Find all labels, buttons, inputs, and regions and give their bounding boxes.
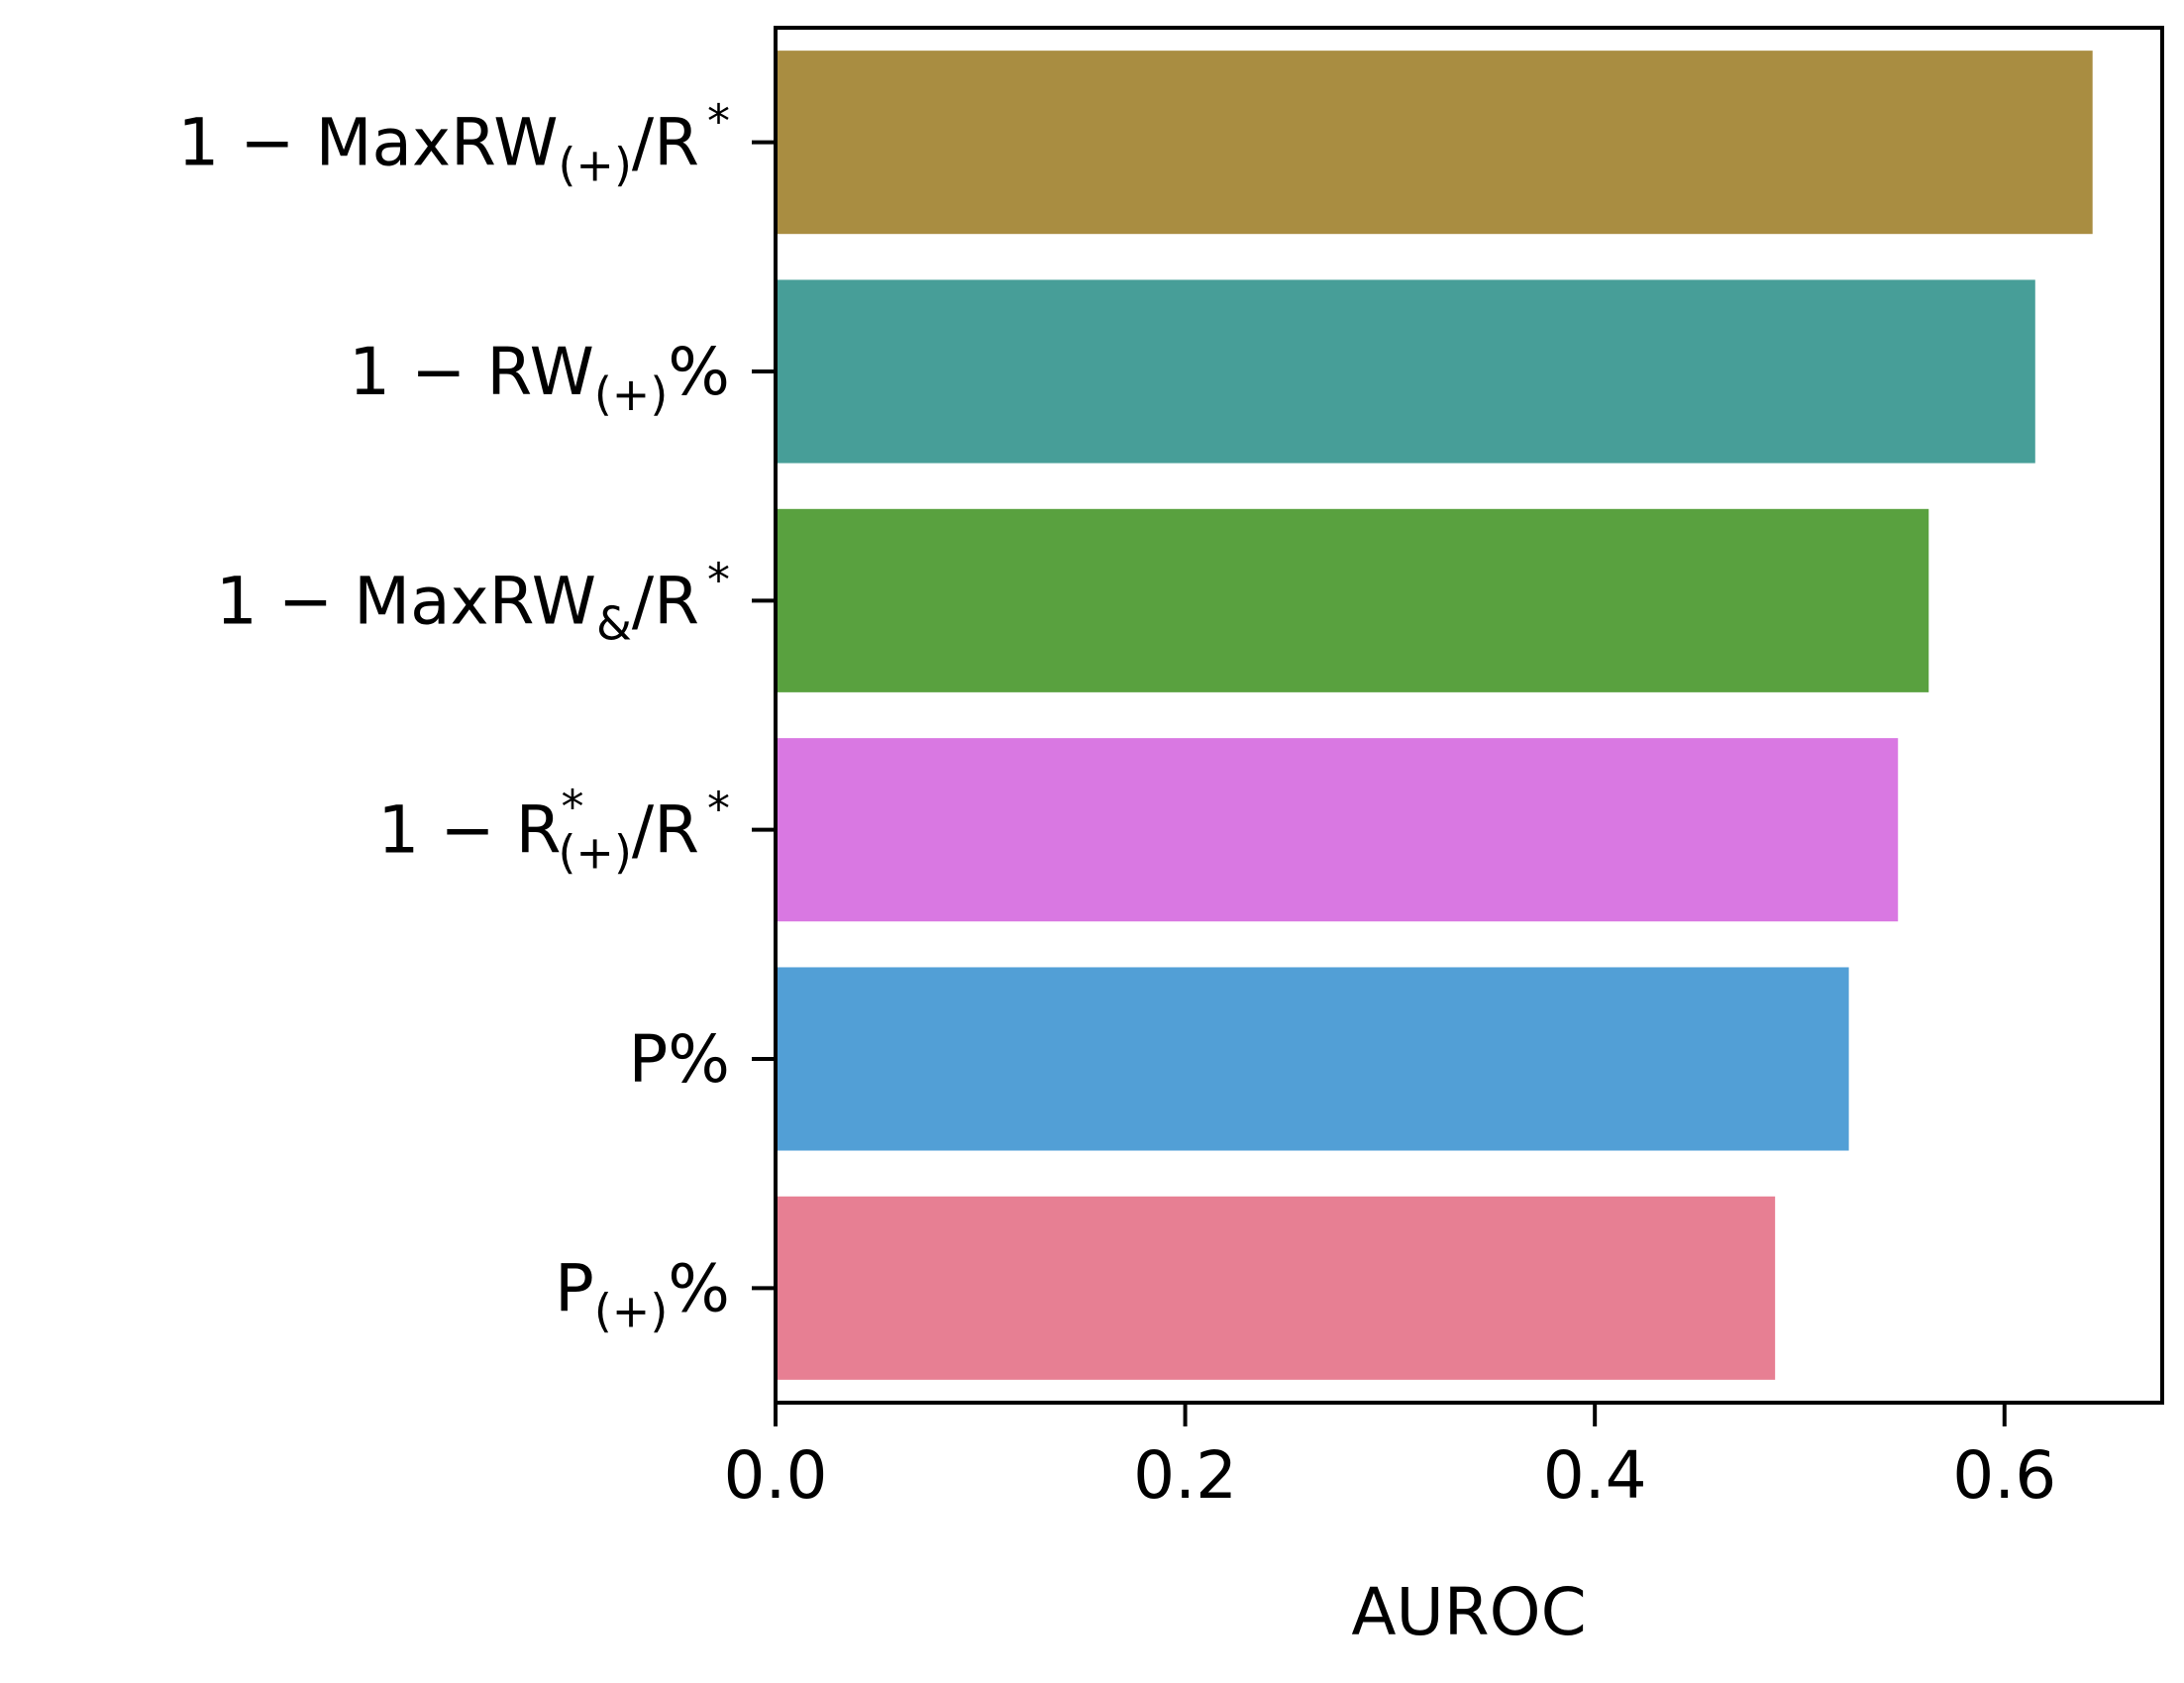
category-label-4: P% <box>628 1021 730 1098</box>
bar-2 <box>776 508 1929 692</box>
plot-frame <box>774 26 2164 1405</box>
bar-0 <box>776 51 2093 235</box>
x-tick-label-3: 0.6 <box>1952 1437 2056 1514</box>
category-label-1: 1 − RW(+)% <box>349 334 730 421</box>
bar-5 <box>776 1196 1776 1380</box>
x-axis-label: AUROC <box>1351 1574 1586 1650</box>
category-label-5: P(+)% <box>555 1250 730 1337</box>
x-tick-label-1: 0.2 <box>1133 1437 1237 1514</box>
category-label-2: 1 − MaxRW&/R * <box>216 553 730 650</box>
category-label-0: 1 − MaxRW(+)/R * <box>177 95 730 192</box>
x-axis: 0.0 0.2 0.4 0.6 <box>724 1403 2056 1514</box>
bar-1 <box>776 279 2035 464</box>
bar-4 <box>776 967 1849 1151</box>
y-axis: 1 − MaxRW(+)/R * 1 − RW(+)% 1 − MaxRW&/R * 1 … <box>177 95 776 1337</box>
x-tick-label-0: 0.0 <box>724 1437 828 1514</box>
category-label-3: 1 − R* (+)/R * <box>377 781 730 880</box>
x-tick-label-2: 0.4 <box>1543 1437 1647 1514</box>
bars-group <box>776 51 2093 1380</box>
bar-3 <box>776 738 1899 922</box>
